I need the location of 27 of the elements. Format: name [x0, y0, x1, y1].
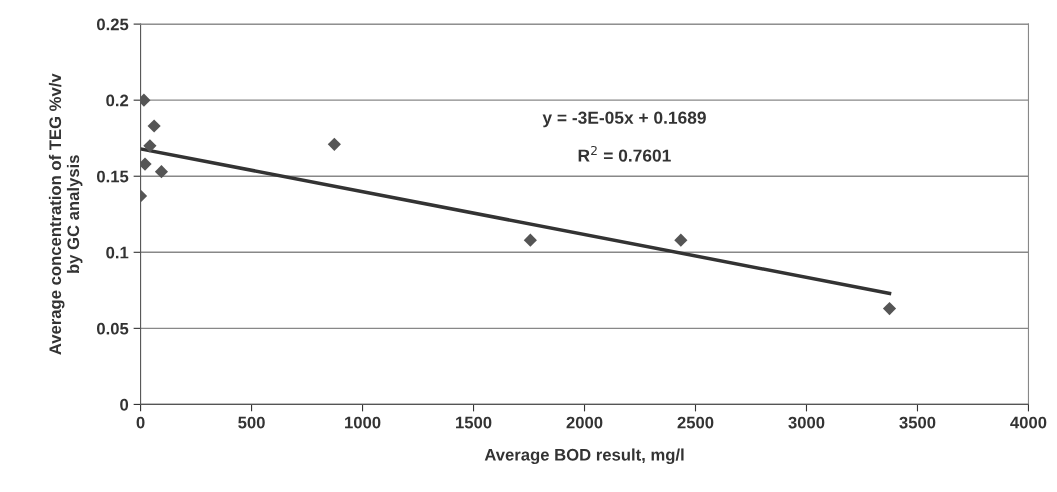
y-tick-label: 0.1	[106, 246, 129, 259]
x-tick-label: 1000	[345, 416, 381, 429]
y-tick-label: 0.25	[97, 18, 129, 31]
y-tick-label: 0.05	[97, 322, 129, 335]
point	[143, 139, 157, 153]
x-tick-label: 500	[238, 416, 265, 429]
x-tick-label: 1500	[456, 416, 492, 429]
x-tick-label: 3500	[899, 416, 936, 429]
x-axis-title: Average BOD result, mg/l	[484, 448, 684, 465]
x-tick-label: 4000	[1010, 416, 1047, 429]
y-axis-title: Average concentration of TEG %v/v by GC analysis	[48, 73, 83, 355]
point	[882, 302, 897, 316]
y-tick-label: 0.15	[97, 170, 129, 183]
y-tick-label: 0.2	[106, 94, 129, 107]
x-tick-label: 0	[136, 416, 145, 429]
point	[140, 157, 152, 171]
point	[147, 119, 161, 133]
annotation: y = -3E-05x + 0.1689	[542, 111, 706, 128]
x-tick-label: 3000	[788, 416, 825, 429]
point	[523, 233, 537, 247]
point	[154, 165, 169, 179]
x-tick-label: 2000	[566, 416, 603, 429]
x-tick-label: 2500	[677, 416, 714, 429]
point	[327, 137, 341, 151]
annotation: R$^{2}$ = 0.7601	[578, 145, 671, 162]
point	[674, 233, 688, 247]
y-tick-label: 0	[120, 398, 129, 411]
